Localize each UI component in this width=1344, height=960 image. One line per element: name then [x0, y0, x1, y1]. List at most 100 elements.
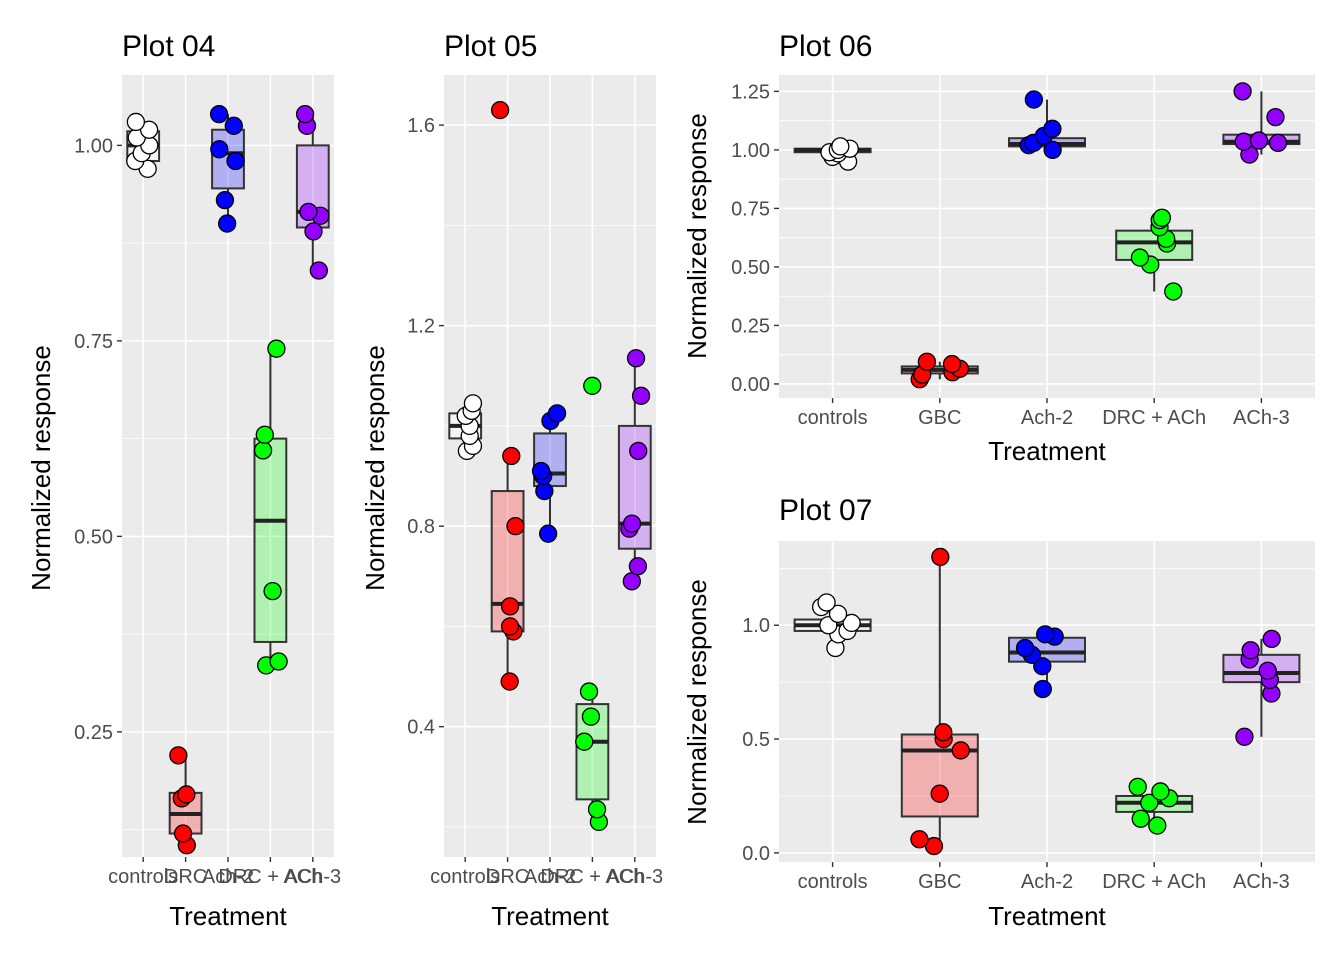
plot-05-point [531, 461, 551, 481]
plot-04-point [263, 581, 282, 601]
plot-05: Plot 05 0.4 0.8 1.2 1.6 controlsDRCAch-2DRC … [360, 30, 663, 931]
plot-06-point [1152, 208, 1172, 227]
plot-04-point [255, 425, 274, 444]
plot-05-point [631, 386, 651, 405]
plot-06-x-tick-label: controls [798, 407, 868, 429]
plot-04-x-tick-label: DRC [164, 866, 207, 888]
plot-04-point [218, 214, 237, 233]
plot-04-title: Plot 04 [122, 30, 215, 63]
plot-07-panel: 0.0 0.5 1.0 controls GBC Ach-2 DRC + ACh ACh-3 [742, 541, 1315, 893]
plot-05-series-ach-2 [531, 404, 567, 543]
plot-06-point [1266, 107, 1285, 127]
plot-06-series-drc-ach [1115, 208, 1194, 301]
plot-06-panel: 0.00 0.25 0.50 0.75 1.00 1.25 controls GBC Ach-2… [731, 75, 1315, 429]
plot-04-point [295, 104, 315, 124]
plot-05-x-axis-title: Treatment [491, 901, 609, 931]
plot-05-y-tick-label: 1.2 [407, 316, 435, 338]
plot-04-point [177, 785, 196, 804]
plot-05-point [622, 514, 642, 533]
plot-07-point [910, 830, 929, 849]
plot-05-series-drc-ach [575, 376, 610, 832]
plot-05-point [490, 100, 510, 120]
plot-06-series-gbc [900, 352, 979, 389]
plot-05-box [575, 703, 610, 801]
plot-05-x-tick-label: ACh-3 [606, 866, 663, 888]
plot-07-point [842, 613, 861, 633]
plot-07-point [1015, 638, 1035, 658]
plot-06-point [1043, 140, 1062, 160]
plot-07-point [1148, 816, 1167, 835]
plot-05-point [629, 441, 648, 461]
plot-07-point [931, 547, 950, 567]
plot-06-y-tick-label: 0.25 [731, 315, 770, 337]
plot-05-point [575, 732, 594, 751]
plot-07-series-drc-ach [1115, 777, 1194, 835]
plot-05-y-tick-label: 0.4 [407, 717, 435, 739]
plot-07-point [1033, 657, 1052, 676]
plot-06-point [1043, 119, 1062, 138]
plot-05-x-tick-label: Ach-2 [524, 866, 576, 888]
plot-06-x-tick-label: DRC + ACh [1102, 407, 1206, 429]
plot-04: Plot 04 0.25 0.50 0.75 1.00 controlsDRCAch-2… [26, 30, 341, 931]
plot-07-x-tick-label: ACh-3 [1233, 871, 1290, 893]
plot-04-series-drc [168, 746, 203, 855]
plot-06-point [1249, 131, 1269, 150]
plot-06-point [1233, 82, 1252, 101]
plot-05-series-controls [448, 394, 483, 461]
plot-04-y-tick-label: 0.25 [74, 722, 113, 744]
plot-07-point [934, 723, 953, 742]
plot-07-series-ach-2 [1008, 625, 1086, 699]
plot-05-x-tick-label: DRC [486, 866, 529, 888]
plot-04-point [309, 261, 328, 280]
plot-06-title: Plot 06 [779, 30, 872, 63]
plot-07-point [1258, 661, 1277, 680]
plot-07-series-gbc [900, 547, 979, 856]
plot-04-point [169, 746, 188, 765]
plot-07-x-tick-label: DRC + ACh [1102, 871, 1206, 893]
plot-04-x-tick-label: Ach-2 [202, 866, 254, 888]
plot-06-series-ach-2 [1008, 90, 1086, 160]
plot-07-x-tick-label: GBC [918, 871, 961, 893]
plot-06-y-axis-title: Normalized response [682, 113, 712, 359]
plot-07-point [1241, 641, 1260, 660]
plot-07-point [1128, 777, 1147, 797]
plot-07-point [1262, 629, 1281, 649]
plot-06-point [1234, 132, 1253, 151]
plot-05-x-tick-label: controls [430, 866, 500, 888]
plot-04-y-tick-label: 1.00 [74, 135, 113, 157]
plot-06-y-tick-label: 0.50 [731, 257, 770, 279]
plot-06: Plot 06 0.00 0.25 0.50 0.75 1.00 1.25 controls… [682, 30, 1315, 466]
plot-05-series-ach-3 [617, 349, 652, 591]
plot-05-title: Plot 05 [444, 30, 537, 63]
plot-06-point [1024, 90, 1044, 109]
plot-06-series-controls [793, 137, 872, 171]
plot-05-point [506, 517, 525, 536]
plot-07-y-axis-title: Normalized response [682, 579, 712, 825]
plot-05-point [579, 682, 599, 701]
plot-04-point [215, 190, 235, 210]
plot-07-x-axis-title: Treatment [988, 901, 1106, 931]
plot-07-series-ach-3 [1222, 629, 1301, 746]
plot-04-point [304, 222, 323, 241]
plot-07-point [817, 593, 836, 612]
plot-04-x-axis-title: Treatment [169, 901, 287, 931]
plot-06-y-tick-label: 0.00 [731, 374, 770, 396]
plot-06-box [1115, 229, 1194, 261]
plot-07-y-tick-label: 1.0 [742, 615, 770, 637]
plot-05-point [539, 524, 558, 543]
plot-07-y-tick-label: 0.0 [742, 843, 770, 865]
plot-04-box [253, 437, 288, 643]
plot-04-point [173, 824, 193, 843]
plot-07-x-tick-label: controls [798, 871, 868, 893]
plot-05-point [535, 481, 554, 501]
plot-05-y-tick-label: 0.8 [407, 516, 435, 538]
plot-05-point [587, 800, 607, 819]
plot-07-y-tick-label: 0.5 [742, 729, 770, 751]
plot-06-x-tick-label: ACh-3 [1233, 407, 1290, 429]
plot-06-series-ach-3 [1222, 82, 1301, 164]
plot-07-x-tick-label: Ach-2 [1021, 871, 1073, 893]
plot-04-point [267, 339, 286, 358]
plot-07-point [1140, 793, 1159, 812]
